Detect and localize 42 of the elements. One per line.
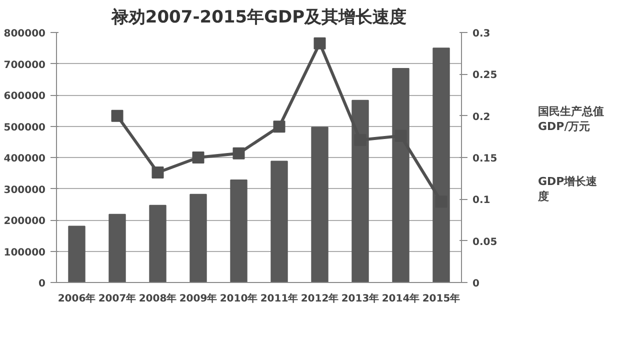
bar [311,126,328,282]
x-tick-label: 2011年 [260,292,298,304]
bar [230,180,248,282]
y-tick-label: 800000 [4,28,46,40]
y2-tick-label: 0.05 [472,236,498,248]
x-tick-label: 2012年 [300,292,339,304]
x-tick-label: 2007年 [98,292,136,304]
chart-title: 禄劝2007-2015年GDP及其增长速度 [110,8,407,28]
point [192,152,204,164]
x-tick-label: 2013年 [341,292,380,304]
x-tick-label: 2009年 [179,292,218,304]
bar [68,226,86,282]
y2-tick-label: 0 [472,278,480,290]
bar [108,214,126,282]
point [273,120,286,133]
x-tick-label: 2014年 [382,292,420,304]
y-tick-label: 600000 [4,91,46,102]
y2-tick-label: 0.25 [472,70,498,82]
point [314,37,326,50]
y-tick-label: 0 [38,278,46,290]
y2-tick-label: 0.3 [472,28,490,40]
x-tick-label: 2015年 [422,292,460,304]
y2-tick-label: 0.2 [472,112,490,123]
y-tick-label: 700000 [4,60,46,71]
y2-tick-label: 0.1 [472,195,490,206]
y-tick-label: 100000 [4,247,46,258]
point [232,147,245,160]
x-tick-label: 2008年 [138,292,177,304]
y-tick-label: 200000 [4,216,46,227]
y2-tick-label: 0.15 [472,154,498,164]
y-tick-label: 500000 [4,122,46,134]
text: 国民生产总值GDP/万元 [538,104,604,134]
bar [149,204,166,282]
point [152,166,164,178]
y-tick-label: 300000 [4,184,46,196]
x-tick-label: 2006年 [58,292,96,304]
bar [270,160,288,282]
bar [190,194,207,282]
y-tick-label: 400000 [4,154,46,164]
x-tick-label: 2010年 [220,292,258,304]
point [111,110,124,122]
text: GDP增长速度 [538,174,598,204]
